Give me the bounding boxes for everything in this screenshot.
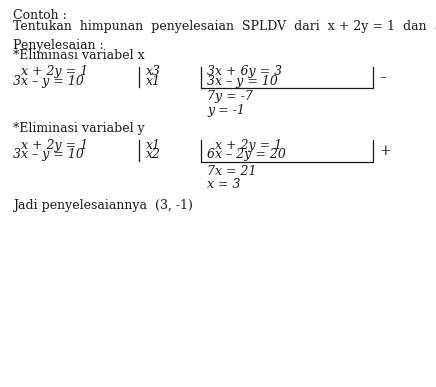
Text: 6x – 2y = 20: 6x – 2y = 20	[207, 148, 286, 161]
Text: y = -1: y = -1	[207, 104, 245, 117]
Text: Penyelesaian :: Penyelesaian :	[13, 39, 104, 52]
Text: Tentukan  himpunan  penyelesaian  SPLDV  dari  x + 2y = 1  dan  3x –y = 10: Tentukan himpunan penyelesaian SPLDV dar…	[13, 20, 436, 33]
Text: 3x – y = 10: 3x – y = 10	[207, 75, 278, 88]
Text: x + 2y = 1: x + 2y = 1	[13, 139, 88, 152]
Text: x1: x1	[146, 139, 161, 152]
Text: x = 3: x = 3	[207, 178, 241, 191]
Text: 3x – y = 10: 3x – y = 10	[13, 75, 84, 88]
Text: –: –	[379, 70, 386, 84]
Text: x3: x3	[146, 65, 161, 78]
Text: Jadi penyelesaiannya  (3, -1): Jadi penyelesaiannya (3, -1)	[13, 199, 193, 212]
Text: 7x = 21: 7x = 21	[207, 164, 257, 178]
Text: x2: x2	[146, 148, 161, 161]
Text: *Eliminasi variabel x: *Eliminasi variabel x	[13, 49, 145, 62]
Text: 3x – y = 10: 3x – y = 10	[13, 148, 84, 161]
Text: *Eliminasi variabel y: *Eliminasi variabel y	[13, 122, 145, 135]
Text: Contoh :: Contoh :	[13, 9, 67, 22]
Text: x1: x1	[146, 75, 161, 88]
Text: x + 2y = 1: x + 2y = 1	[207, 139, 282, 152]
Text: 3x + 6y = 3: 3x + 6y = 3	[207, 65, 282, 78]
Text: 7y = -7: 7y = -7	[207, 90, 253, 103]
Text: +: +	[379, 144, 391, 158]
Text: x + 2y = 1: x + 2y = 1	[13, 65, 88, 78]
